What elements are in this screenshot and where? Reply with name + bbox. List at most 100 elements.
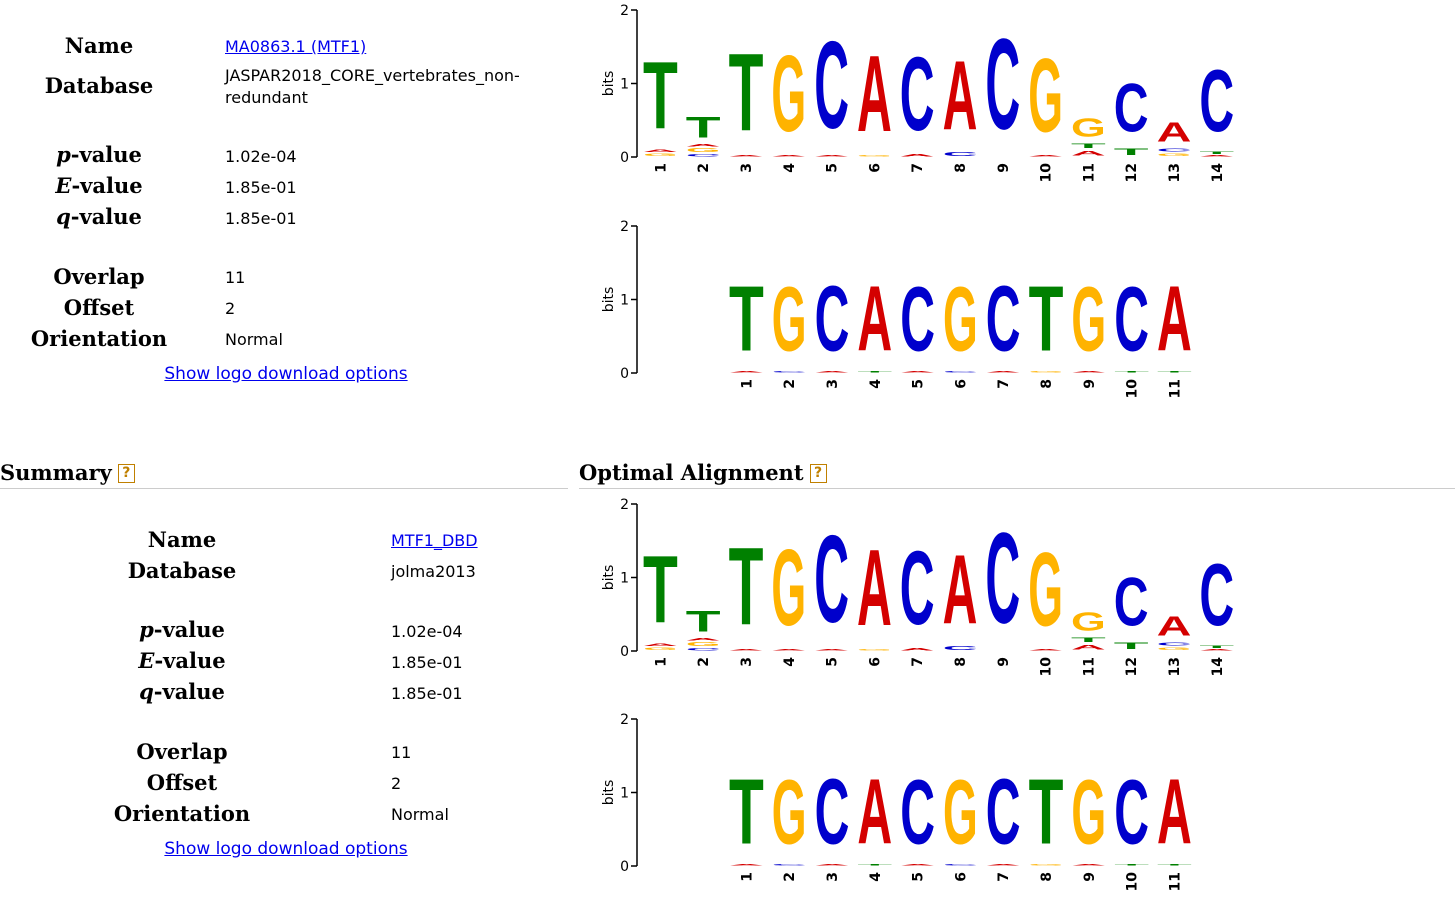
logo-letter-C: C [900,36,935,153]
optimal-alignment-divider [579,488,1455,489]
position-label: 1 [739,872,755,882]
position-label: 2 [696,163,712,173]
logo-letter-A: A [1199,649,1234,651]
logo-letter-T: T [1114,864,1149,866]
logo-letter-C: C [943,151,978,157]
position-label: 8 [1039,872,1055,882]
offset-label: Offset [63,295,135,320]
logo-letter-T: T [1114,147,1149,157]
logo-letter-A: A [857,33,892,154]
logo-letter-A: A [900,647,935,651]
summary-logo-download-link[interactable]: Show logo download options [164,839,408,859]
logo-letter-G: G [943,762,978,864]
logo-letter-T: T [857,864,892,866]
logo-letter-T: T [857,371,892,373]
position-label: 10 [1039,657,1055,677]
offset-value: 2 [225,299,236,318]
logo-letter-A: A [814,156,849,157]
motif-name-link[interactable]: MA0863.1 (MTF1) [225,37,367,56]
summary-heading: Summary? [0,460,135,485]
y-tick-label: 1 [620,293,629,309]
position-label: 3 [739,163,755,173]
sequence-logo-4: 012bitsAT1CG2AC3TA4AC5CG6AC7GT8AG9TC10TA… [601,712,1192,891]
offset-value: 2 [391,774,402,793]
position-label: 7 [996,379,1012,389]
position-label: 9 [996,657,1012,667]
logo-letter-A: A [815,864,850,866]
logo-letter-T: T [1199,644,1234,648]
y-tick-label: 0 [620,859,629,875]
position-label: 3 [825,872,841,882]
logo-letter-A: A [857,759,892,863]
orientation-label: Orientation [113,801,251,826]
logo-letter-C: C [814,510,849,650]
logo-letter-A: A [900,371,935,373]
logo-letter-T: T [1114,641,1149,651]
logo-letter-G: G [772,762,807,864]
database-value: JASPAR2018_CORE_vertebrates_non-redundan… [225,66,520,107]
position-label: 11 [1167,872,1183,891]
position-label: 6 [953,379,969,389]
position-label: 10 [1125,379,1141,399]
logo-letter-A: A [1157,266,1192,370]
p-value: 1.02e-04 [225,147,297,166]
position-label: 12 [1124,657,1140,676]
logo-letter-G: G [1028,532,1063,649]
logo-letter-G: G [943,269,978,371]
position-label: 4 [782,163,798,173]
position-label: 3 [825,379,841,389]
logo-letter-G: G [686,147,721,153]
logo-letter-C: C [686,647,721,651]
position-label: 9 [996,163,1012,173]
logo-letter-G: G [771,33,806,155]
offset-label: Offset [146,770,218,795]
logo-letter-C: C [985,12,1020,156]
q-value: 1.85e-01 [225,209,297,228]
logo-letter-T: T [686,605,721,638]
position-label: 5 [911,872,927,882]
logo-letter-C: C [986,266,1021,370]
y-tick-label: 2 [620,497,629,513]
logo-letter-C: C [1114,69,1149,147]
logo-letter-G: G [686,641,721,647]
name-label: Name [147,527,217,552]
q-value-label: q-value [56,204,142,229]
logo-letter-A: A [1071,644,1106,651]
logo-letter-A: A [1028,155,1063,157]
logo-letter-A: A [686,144,721,148]
y-tick-label: 0 [620,150,629,166]
logo-download-link[interactable]: Show logo download options [164,364,408,384]
logo-letter-T: T [1199,150,1234,154]
summary-name-link[interactable]: MTF1_DBD [391,531,478,550]
position-label: 5 [825,657,841,667]
logo-letter-T: T [686,111,721,144]
optimal-alignment-help-icon[interactable]: ? [809,464,827,483]
y-axis-label: bits [601,287,617,313]
logo-letter-A: A [943,42,978,151]
logo-letter-A: A [686,638,721,642]
logo-letter-A: A [729,371,764,373]
e-value-label: E-value [138,648,226,673]
orientation-value: Normal [391,805,449,824]
database-value: jolma2013 [391,562,476,581]
logo-letter-C: C [815,759,850,863]
y-tick-label: 2 [620,219,629,235]
name-label: Name [64,33,134,58]
logo-letter-G: G [1071,607,1106,636]
logo-letter-G: G [1157,647,1192,651]
logo-letter-A: A [814,650,849,651]
summary-help-icon[interactable]: ? [117,464,135,483]
position-label: 2 [782,872,798,882]
position-label: 9 [1082,379,1098,389]
logo-letter-G: G [1071,762,1106,864]
e-value: 1.85e-01 [225,178,297,197]
position-label: 7 [910,657,926,667]
logo-letter-T: T [1157,371,1192,373]
position-label: 14 [1210,163,1226,183]
logo-letter-A: A [1157,611,1192,642]
logo-letter-G: G [857,155,892,157]
logo-letter-T: T [1114,371,1149,373]
logo-letter-T: T [729,525,764,648]
logo-letter-C: C [1157,148,1192,153]
